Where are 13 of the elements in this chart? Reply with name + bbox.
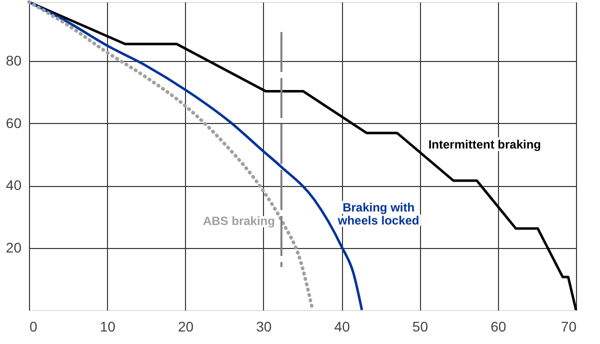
x-tick-label: 40	[334, 318, 350, 334]
x-tick-label: 60	[490, 318, 506, 334]
y-tick-label: 20	[6, 239, 22, 256]
x-tick-label: 10	[100, 318, 116, 334]
y-tick-label: 40	[6, 177, 22, 194]
x-tick-label: 20	[178, 318, 194, 334]
y-tick-label: 80	[6, 52, 22, 69]
line-series	[28, 0, 578, 312]
x-tick-label: 30	[256, 318, 272, 334]
x-tick-label: 50	[412, 318, 428, 334]
x-tick-label: 0	[30, 318, 38, 334]
y-tick-label: 60	[6, 114, 22, 131]
x-tick-label: 70	[560, 318, 577, 334]
